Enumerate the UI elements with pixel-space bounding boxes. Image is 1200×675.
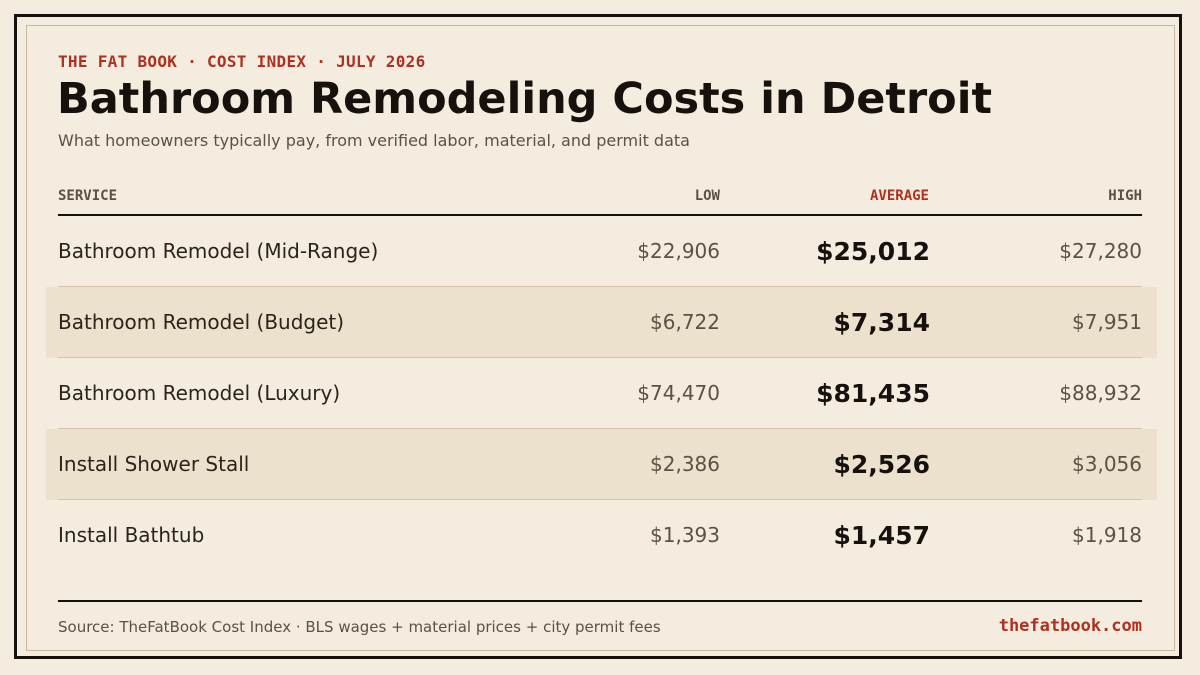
low-cost: $22,906 <box>637 239 720 263</box>
average-cost: $25,012 <box>816 237 930 266</box>
table-header: SERVICE LOW AVERAGE HIGH <box>58 185 1142 209</box>
service-name: Install Shower Stall <box>58 452 250 476</box>
average-cost: $1,457 <box>833 521 930 550</box>
high-cost: $27,280 <box>1059 239 1142 263</box>
service-name: Bathroom Remodel (Mid-Range) <box>58 239 379 263</box>
table-row: Bathroom Remodel (Mid-Range) $22,906 $25… <box>46 216 1157 287</box>
footer-rule <box>58 600 1142 602</box>
inner-frame <box>26 25 1175 651</box>
high-cost: $3,056 <box>1072 452 1142 476</box>
page-title: Bathroom Remodeling Costs in Detroit <box>57 74 993 124</box>
page-subtitle: What homeowners typically pay, from veri… <box>58 131 690 150</box>
average-cost: $2,526 <box>833 450 930 479</box>
table-row: Bathroom Remodel (Luxury) $74,470 $81,43… <box>46 358 1157 429</box>
header-rule <box>58 214 1142 216</box>
column-header-average: AVERAGE <box>869 188 929 204</box>
cost-table: Bathroom Remodel (Mid-Range) $22,906 $25… <box>46 216 1157 571</box>
high-cost: $88,932 <box>1059 381 1142 405</box>
outer-frame <box>14 14 1182 659</box>
low-cost: $1,393 <box>650 523 720 547</box>
row-divider <box>58 499 1142 500</box>
service-name: Bathroom Remodel (Luxury) <box>58 381 341 405</box>
column-header-low: LOW <box>694 188 720 204</box>
table-row: Install Shower Stall $2,386 $2,526 $3,05… <box>46 429 1157 500</box>
column-header-service: SERVICE <box>58 188 118 204</box>
row-divider <box>58 286 1142 287</box>
average-cost: $81,435 <box>816 379 930 408</box>
low-cost: $6,722 <box>650 310 720 334</box>
source-note: Source: TheFatBook Cost Index · BLS wage… <box>58 618 661 636</box>
service-name: Install Bathtub <box>58 523 205 547</box>
site-url: thefatbook.com <box>998 616 1142 636</box>
low-cost: $2,386 <box>650 452 720 476</box>
average-cost: $7,314 <box>833 308 930 337</box>
low-cost: $74,470 <box>637 381 720 405</box>
publication-kicker: THE FAT BOOK · COST INDEX · JULY 2026 <box>58 52 426 71</box>
row-divider <box>58 357 1142 358</box>
service-name: Bathroom Remodel (Budget) <box>58 310 345 334</box>
high-cost: $1,918 <box>1072 523 1142 547</box>
row-divider <box>58 428 1142 429</box>
table-row: Install Bathtub $1,393 $1,457 $1,918 <box>46 500 1157 571</box>
high-cost: $7,951 <box>1072 310 1142 334</box>
column-header-high: HIGH <box>1108 188 1142 204</box>
table-row: Bathroom Remodel (Budget) $6,722 $7,314 … <box>46 287 1157 358</box>
